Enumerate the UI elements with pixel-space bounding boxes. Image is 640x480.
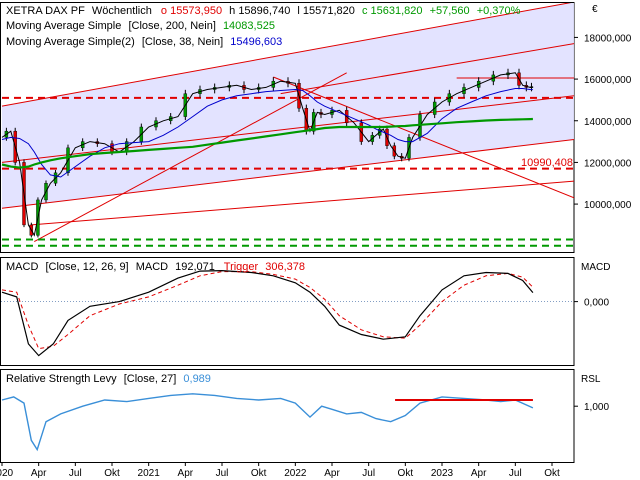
- x-tick-label: Apr: [31, 468, 47, 479]
- channel-fill: [2, 3, 574, 209]
- trend-line-mid-channel: [1, 95, 574, 163]
- legend-ma200-value: 14083,525: [223, 20, 275, 32]
- ma200-line: [1, 117, 533, 169]
- change-abs: +57,560: [430, 5, 470, 17]
- x-tick-label: Jul: [362, 468, 375, 479]
- trend-line-long-support: [31, 180, 574, 226]
- trigger-legend-value: 306,378: [265, 261, 305, 273]
- legend-ma38-value: 15496,603: [230, 36, 282, 48]
- svg-text:Relative Strength Levy [Cl: Relative Strength Levy [Close, 27] 0,989: [6, 373, 211, 385]
- price-panel: 18000,000 16000,000 14000,000 12000,000 1000…: [0, 2, 632, 253]
- trend-line-recent-upper: [280, 43, 574, 95]
- trend-line-crash-trend: [34, 72, 347, 243]
- x-tick-label: Apr: [178, 468, 194, 479]
- x-tick-label: Apr: [471, 468, 487, 479]
- rsl-ytick-label: 1,000: [584, 402, 609, 413]
- x-tick-label: 2022: [284, 468, 307, 479]
- rsl-legend-params: [Close, 27]: [124, 373, 177, 385]
- price-ytick-label: 18000,000: [584, 33, 632, 44]
- macd-axis-title: MACD: [581, 262, 610, 273]
- x-axis: 2020 Apr Jul Okt 2021 Apr Jul Okt 2022 Apr Jul Okt 2…: [0, 462, 560, 479]
- chart-period: Wöchentlich: [92, 5, 152, 17]
- macd-legend-value: 192,071: [175, 261, 215, 273]
- price-ytick-label: 12000,000: [584, 158, 632, 169]
- rsl-legend-value: 0,989: [183, 373, 211, 385]
- price-ytick-label: 16000,000: [584, 75, 632, 86]
- ohlc-close: c 15631,820: [362, 5, 423, 17]
- x-tick-label: Okt: [104, 468, 120, 479]
- legend-ma200-params: [Close, 200, Nein]: [128, 20, 215, 32]
- macd-ytick-label: 0,000: [584, 298, 609, 309]
- annotation-label: 10990,408: [521, 157, 573, 169]
- price-ytick-label: 10000,000: [584, 200, 632, 211]
- svg-text:MACD [Close, 12, 26, 9]: MACD [Close, 12, 26, 9] MACD 192,071 Tri…: [6, 261, 305, 273]
- ma38-line: [1, 88, 533, 178]
- trend-line-upper-channel: [1, 3, 572, 107]
- x-tick-label: Okt: [251, 468, 267, 479]
- ohlc-low: l 15571,820: [297, 5, 355, 17]
- x-tick-label: Jul: [509, 468, 522, 479]
- x-tick-label: 2021: [138, 468, 161, 479]
- legend-ma38-label: Moving Average Simple(2): [6, 36, 135, 48]
- currency-label: €: [592, 4, 598, 15]
- chart-symbol: XETRA DAX PF: [6, 5, 85, 17]
- macd-legend-params: [Close, 12, 26, 9]: [45, 261, 128, 273]
- legend-ma38-params: [Close, 38, Nein]: [142, 36, 223, 48]
- x-tick-label: Apr: [324, 468, 340, 479]
- ohlc-open: o 15573,950: [161, 5, 222, 17]
- x-tick-label: Jul: [69, 468, 82, 479]
- macd-legend-label: MACD: [6, 261, 38, 273]
- x-tick-label: Jul: [216, 468, 229, 479]
- svg-text:Moving Average Simple [Clo: Moving Average Simple [Close, 200, Nein]…: [6, 20, 275, 32]
- x-tick-label: Okt: [398, 468, 414, 479]
- x-tick-label: Okt: [544, 468, 560, 479]
- macd-line: [1, 269, 534, 357]
- change-pct: +0,370%: [477, 5, 521, 17]
- x-tick-label: 2020: [0, 468, 14, 479]
- svg-text:Moving Average Simple(2) [: Moving Average Simple(2) [Close, 38, Nei…: [6, 36, 282, 48]
- svg-text:XETRA DAX PF Wöchentlich: XETRA DAX PF Wöchentlich o 15573,950 h 1…: [6, 5, 521, 17]
- panel-frame-1: [0, 257, 575, 366]
- x-tick-label: 2023: [431, 468, 454, 479]
- macd-panel: 0,000: [0, 257, 609, 366]
- rsl-legend-label: Relative Strength Levy: [6, 373, 117, 385]
- rsl-axis-title: RSL: [581, 374, 601, 385]
- trigger-line: [1, 271, 534, 350]
- trend-line-lower-channel: [1, 139, 574, 209]
- trigger-legend-name: Trigger: [224, 261, 259, 273]
- rsl-line: [1, 393, 534, 452]
- price-plot-area: [1, 3, 574, 247]
- trend-line-down-trend: [273, 76, 574, 199]
- legend-ma200-label: Moving Average Simple: [6, 20, 121, 32]
- ohlc-high: h 15896,740: [229, 5, 290, 17]
- price-ytick-label: 14000,000: [584, 117, 632, 128]
- macd-legend-name: MACD: [136, 261, 168, 273]
- rsl-panel: 1,000: [0, 369, 609, 463]
